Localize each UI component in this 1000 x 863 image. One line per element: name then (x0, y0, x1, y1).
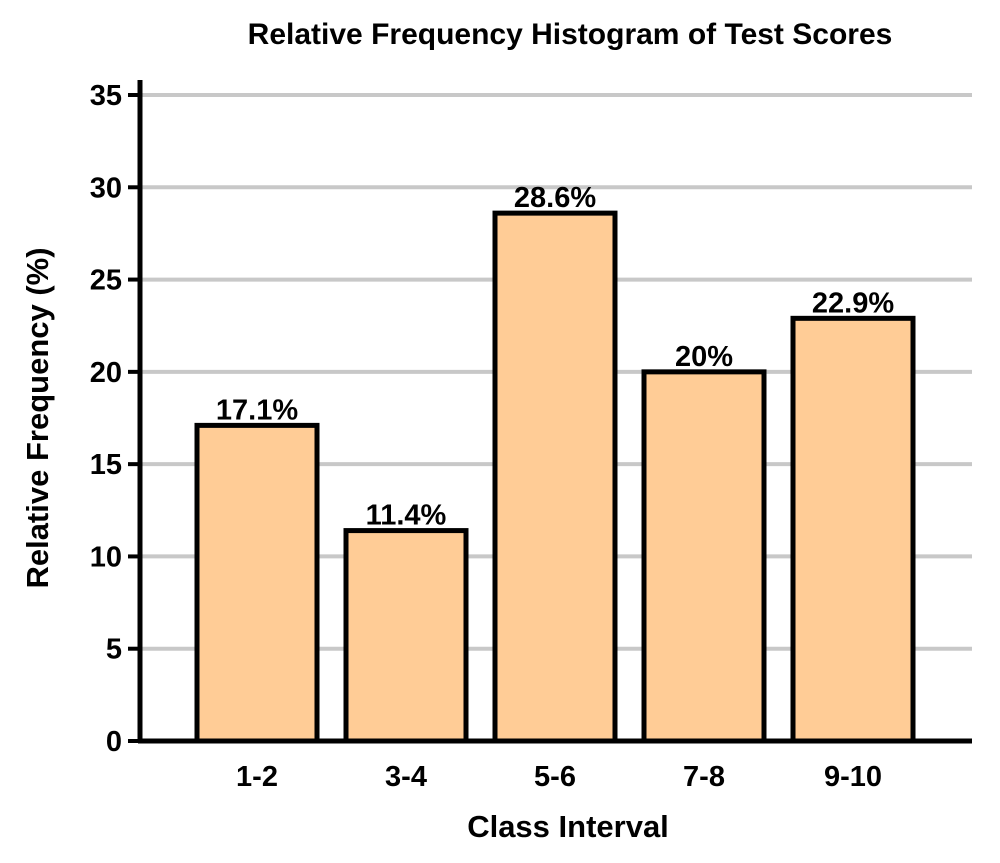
y-tick-label: 25 (90, 265, 122, 297)
axes (128, 80, 972, 744)
chart-title: Relative Frequency Histogram of Test Sco… (248, 18, 893, 51)
y-tick-label: 20 (90, 357, 122, 389)
x-tick-label: 3-4 (385, 761, 427, 793)
x-tick-label: 7-8 (683, 761, 725, 793)
y-axis-label: Relative Frequency (%) (20, 247, 55, 588)
data-label: 17.1% (216, 394, 298, 426)
bars (194, 210, 916, 744)
y-tick-label: 30 (90, 172, 122, 204)
labels: 17.1% 1-2 11.4% 3-4 28.6% 5-6 20% 7-8 22.9% 9-10 0… (90, 80, 895, 793)
x-tick-label: 1-2 (236, 761, 278, 793)
data-label: 28.6% (514, 182, 596, 214)
y-tick-label: 5 (106, 634, 122, 666)
x-axis-label: Class Interval (467, 809, 669, 844)
y-tick-label: 0 (106, 726, 122, 758)
bar-3-4 (343, 528, 469, 744)
bar-5-6 (492, 210, 618, 744)
x-tick-label: 9-10 (824, 761, 882, 793)
data-label: 20% (675, 341, 733, 373)
bar-1-2 (194, 422, 320, 744)
x-tick-label: 5-6 (534, 761, 576, 793)
bar-7-8 (641, 369, 767, 744)
y-tick-label: 35 (90, 80, 122, 112)
y-tick-label: 15 (90, 449, 122, 481)
bar-9-10 (790, 315, 916, 744)
data-label: 22.9% (812, 287, 894, 319)
y-tick-label: 10 (90, 541, 122, 573)
data-label: 11.4% (366, 500, 447, 532)
